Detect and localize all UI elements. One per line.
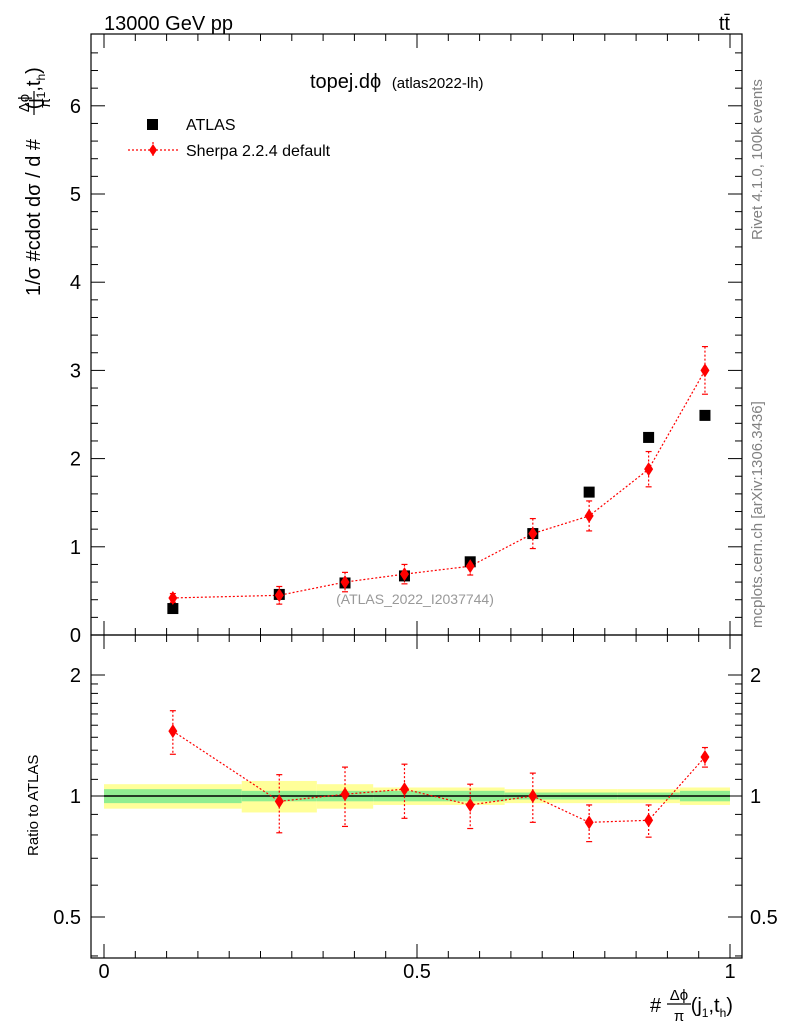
plot-title-sub: (atlas2022-lh) <box>392 75 484 92</box>
x-axis-label: # (j1,th) Δϕ π <box>650 987 733 1024</box>
ratio-xtick-label: 0 <box>98 961 109 983</box>
sherpa-point <box>274 588 284 603</box>
final-state-label: tt̄ <box>719 13 731 35</box>
xlabel-close: ) <box>726 995 733 1017</box>
legend-label-atlas: ATLAS <box>186 117 236 134</box>
legend-label-sherpa: Sherpa 2.2.4 default <box>186 143 331 160</box>
sherpa-point <box>644 462 654 477</box>
ratio-point <box>274 794 284 809</box>
legend-marker-atlas <box>147 119 158 130</box>
mcplots-label: mcplots.cern.ch [arXiv:1306.3436] <box>749 401 766 628</box>
sherpa-point <box>465 559 475 574</box>
ratio-ytick-label-right: 1 <box>750 786 761 808</box>
ratio-point <box>465 797 475 812</box>
xlabel-tail: (j <box>691 995 702 1017</box>
ylabel-sub2: h <box>34 74 48 81</box>
ratio-point <box>584 815 594 830</box>
ratio-ytick-label-left: 2 <box>70 665 81 687</box>
xlabel-sub1: 1 <box>702 1006 709 1020</box>
main-ytick-label: 6 <box>70 96 81 118</box>
main-ytick-label: 0 <box>70 625 81 647</box>
ratio-ytick-label-right: 0.5 <box>750 907 778 929</box>
atlas-point <box>699 409 711 421</box>
sherpa-point <box>168 590 178 605</box>
legend-marker-sherpa <box>149 144 157 156</box>
atlas-point <box>643 431 655 443</box>
ylabel-sub1: 1 <box>34 91 48 98</box>
ratio-point <box>340 787 350 802</box>
process-label: 13000 GeV pp <box>104 13 233 35</box>
svg-text:# (j1,th): # (j1,th) <box>650 995 733 1020</box>
sherpa-point <box>700 363 710 378</box>
ylabel-prefix: 1/σ #cdot dσ / d # <box>23 138 45 296</box>
main-ytick-label: 1 <box>70 537 81 559</box>
ylabel-frac-num: Δϕ <box>16 94 33 112</box>
xlabel-prefix: # <box>650 995 662 1017</box>
ylabel-frac-den: π <box>37 98 54 108</box>
sherpa-line <box>172 370 706 599</box>
ylabel-mid: ,t <box>23 80 45 92</box>
ratio-xtick-label: 1 <box>724 961 735 983</box>
atlas-point <box>583 486 595 498</box>
ylabel-close: ) <box>23 67 45 74</box>
legend: ATLAS Sherpa 2.2.4 default <box>128 117 331 160</box>
plot-title-main: topej.dϕ <box>310 71 381 93</box>
ratio-ytick-label-left: 1 <box>70 786 81 808</box>
xlabel-frac-den: π <box>674 1008 684 1024</box>
ratio-ytick-label-right: 2 <box>750 665 761 687</box>
rivet-label: Rivet 4.1.0, 100k events <box>749 79 766 240</box>
sherpa-point <box>528 526 538 541</box>
sherpa-point <box>340 575 350 590</box>
ratio-point <box>399 782 409 797</box>
ratio-plot-data <box>168 710 710 843</box>
ratio-y-axis-label: Ratio to ATLAS <box>25 755 42 856</box>
ratio-point <box>528 789 538 803</box>
ratio-xtick-label: 0.5 <box>403 961 431 983</box>
main-ytick-label: 5 <box>70 184 81 206</box>
xlabel-frac-num: Δϕ <box>670 987 688 1004</box>
ratio-point <box>700 750 710 765</box>
main-ytick-label: 3 <box>70 360 81 382</box>
sherpa-point <box>584 508 594 523</box>
analysis-watermark: (ATLAS_2022_I2037744) <box>336 591 494 607</box>
xlabel-mid: ,t <box>708 995 720 1017</box>
atlas-point <box>167 603 179 615</box>
main-y-axis-label: 1/σ #cdot dσ / d # (j1,th) Δϕ π <box>16 67 54 296</box>
axes-frames: 0 1 2 3 4 5 6 0 0.5 1 0.5 0.5 1 1 2 2 <box>53 33 778 983</box>
sherpa-point <box>399 567 409 582</box>
main-ytick-label: 4 <box>70 272 81 294</box>
ratio-ytick-label-left: 0.5 <box>53 907 81 929</box>
main-plot-data <box>167 345 711 615</box>
xlabel-sub2: h <box>720 1006 727 1020</box>
ratio-point <box>644 813 654 828</box>
plot-title: topej.dϕ (atlas2022-lh) <box>310 71 484 93</box>
main-ytick-label: 2 <box>70 449 81 471</box>
ratio-point <box>168 724 178 739</box>
ratio-uncertainty-bands <box>104 780 730 813</box>
